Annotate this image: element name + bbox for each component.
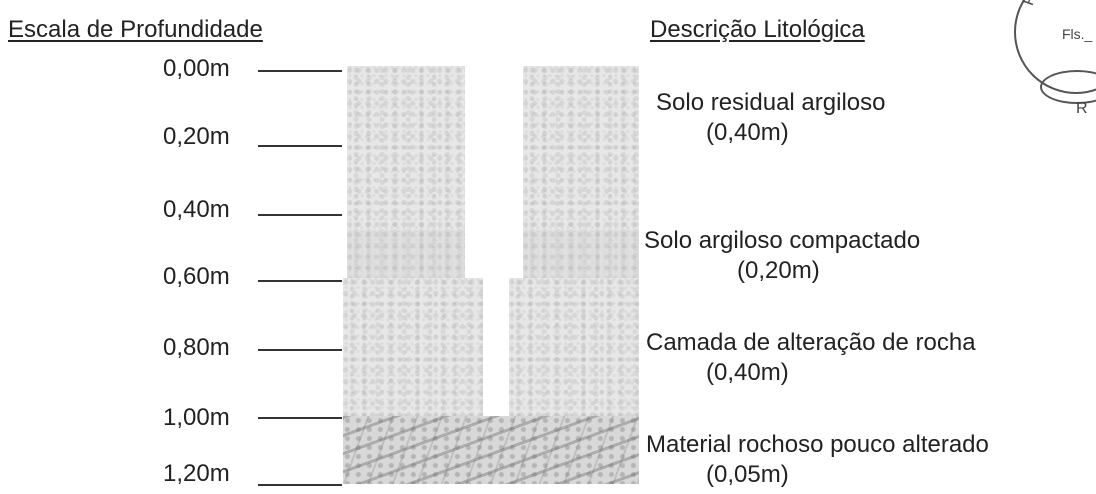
depth-tick-5 bbox=[258, 417, 342, 419]
depth-scale-heading: Escala de Profundidade bbox=[8, 16, 263, 43]
depth-tick-0 bbox=[258, 70, 342, 72]
layer-name: Camada de alteração de rocha bbox=[646, 329, 976, 356]
layer-block-compacted-right bbox=[523, 230, 639, 278]
layer-block-weathered-left bbox=[343, 278, 483, 416]
layer-description-1: Solo residual argiloso (0,40m) bbox=[656, 88, 885, 148]
depth-tick-2 bbox=[258, 214, 342, 216]
layer-description-2: Solo argiloso compactado (0,20m) bbox=[644, 226, 920, 286]
layer-name: Material rochoso pouco alterado bbox=[646, 431, 989, 458]
depth-tick-6 bbox=[258, 484, 342, 486]
depth-label-6: 1,20m bbox=[163, 460, 230, 487]
layer-block-rock bbox=[343, 416, 639, 484]
depth-label-0: 0,00m bbox=[163, 55, 230, 82]
stamp-signature bbox=[1040, 70, 1096, 104]
depth-label-3: 0,60m bbox=[163, 263, 230, 290]
layer-name: Solo residual argiloso bbox=[656, 89, 886, 116]
depth-label-2: 0,40m bbox=[163, 196, 230, 223]
depth-tick-3 bbox=[258, 280, 342, 282]
layer-thickness: (0,40m) bbox=[706, 119, 789, 146]
layer-thickness: (0,20m) bbox=[737, 257, 820, 284]
stamp-fls-text: Fls._ bbox=[1062, 26, 1093, 42]
layer-thickness: (0,05m) bbox=[706, 461, 789, 488]
layer-name: Solo argiloso compactado bbox=[644, 227, 921, 254]
depth-label-1: 0,20m bbox=[163, 123, 230, 150]
depth-tick-4 bbox=[258, 349, 342, 351]
layer-thickness: (0,40m) bbox=[706, 359, 789, 386]
layer-description-3: Camada de alteração de rocha (0,40m) bbox=[646, 328, 976, 388]
depth-tick-1 bbox=[258, 145, 342, 147]
depth-label-4: 0,80m bbox=[163, 334, 230, 361]
lithology-heading: Descrição Litológica bbox=[650, 16, 865, 43]
depth-label-5: 1,00m bbox=[163, 404, 230, 431]
layer-description-4: Material rochoso pouco alterado (0,05m) bbox=[646, 430, 989, 490]
layer-block-compacted-left bbox=[347, 230, 465, 278]
layer-block-weathered-right bbox=[509, 278, 639, 416]
stamp-initial: R bbox=[1076, 100, 1088, 117]
